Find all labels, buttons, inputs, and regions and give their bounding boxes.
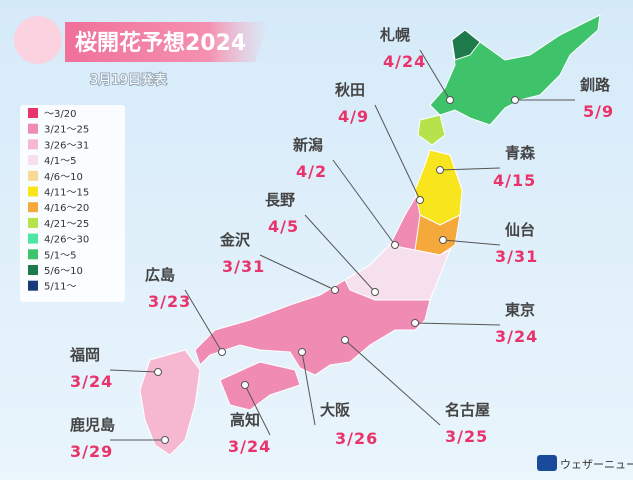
legend-swatch: [28, 171, 38, 181]
bloom-date: 3/29: [70, 442, 113, 461]
legend-swatch: [28, 234, 38, 244]
city-name: 広島: [145, 266, 175, 284]
bloom-date: 3/25: [445, 427, 488, 446]
city-point: [162, 437, 169, 444]
logo-text: ウェザーニュース: [560, 458, 633, 471]
legend-label: 5/6～10: [44, 266, 83, 277]
city-point: [447, 97, 454, 104]
legend-swatch: [28, 139, 38, 149]
bloom-date: 4/24: [383, 52, 426, 71]
sakura-icon: [14, 16, 62, 64]
city-point: [219, 349, 226, 356]
city-name: 福岡: [69, 346, 100, 364]
city-name: 金沢: [219, 231, 251, 249]
city-point: [299, 349, 306, 356]
legend-label: 4/1～5: [44, 156, 76, 167]
legend-swatch: [28, 249, 38, 259]
map-page: 桜開花予想2024 3月19日発表 ～3/20 3/21～25 3/26～31 4/1…: [0, 0, 633, 480]
title: 桜開花予想2024: [75, 30, 246, 56]
logo-mark: [537, 455, 557, 471]
bloom-date: 3/26: [335, 429, 378, 448]
bloom-date: 3/24: [70, 372, 113, 391]
city-name: 大阪: [320, 401, 351, 419]
city-name: 新潟: [293, 136, 323, 154]
legend-swatch: [28, 108, 38, 118]
legend-swatch: [28, 187, 38, 197]
legend-label: 5/1～5: [44, 250, 76, 261]
legend-label: 3/26～31: [44, 140, 89, 151]
legend-label: 4/21～25: [44, 219, 89, 230]
legend-label: 4/6～10: [44, 172, 83, 183]
city-point: [417, 197, 424, 204]
city-point: [392, 242, 399, 249]
bloom-date: 3/24: [495, 327, 538, 346]
city-point: [512, 97, 519, 104]
city-point: [242, 382, 249, 389]
bloom-date: 3/23: [148, 292, 191, 311]
legend-label: 3/21～25: [44, 125, 89, 136]
bloom-date: 4/9: [338, 107, 369, 126]
bloom-date: 4/15: [493, 171, 536, 190]
city-name: 秋田: [335, 81, 365, 99]
city-name: 青森: [505, 144, 536, 162]
city-point: [412, 320, 419, 327]
city-point: [155, 369, 162, 376]
bloom-date: 4/5: [268, 217, 299, 236]
bloom-date: 3/31: [495, 247, 538, 266]
city-name: 名古屋: [445, 401, 490, 419]
city-point: [437, 167, 444, 174]
legend-label: 5/11～: [44, 282, 76, 293]
bloom-date: 3/24: [228, 437, 271, 456]
legend-label: 4/11～15: [44, 188, 89, 199]
legend-swatch: [28, 265, 38, 275]
legend-swatch: [28, 281, 38, 291]
city-point: [342, 337, 349, 344]
city-name: 仙台: [505, 221, 535, 239]
legend-swatch: [28, 124, 38, 134]
legend-swatch: [28, 202, 38, 212]
city-name: 長野: [265, 191, 295, 209]
city-point: [440, 237, 447, 244]
city-point: [372, 289, 379, 296]
legend-label: 4/16～20: [44, 203, 89, 214]
city-name: 東京: [505, 301, 535, 319]
legend-label: ～3/20: [44, 109, 76, 120]
bloom-date: 5/9: [583, 102, 614, 121]
city-name: 札幌: [379, 26, 410, 44]
legend-label: 4/26～30: [44, 235, 89, 246]
city-point: [332, 287, 339, 294]
city-name: 鹿児島: [70, 416, 115, 434]
subtitle: 3月19日発表: [90, 73, 167, 88]
bloom-date: 4/2: [296, 162, 327, 181]
legend-swatch: [28, 218, 38, 228]
city-name: 釧路: [580, 76, 611, 94]
city-name: 高知: [230, 411, 260, 429]
legend-swatch: [28, 155, 38, 165]
bloom-date: 3/31: [222, 257, 265, 276]
